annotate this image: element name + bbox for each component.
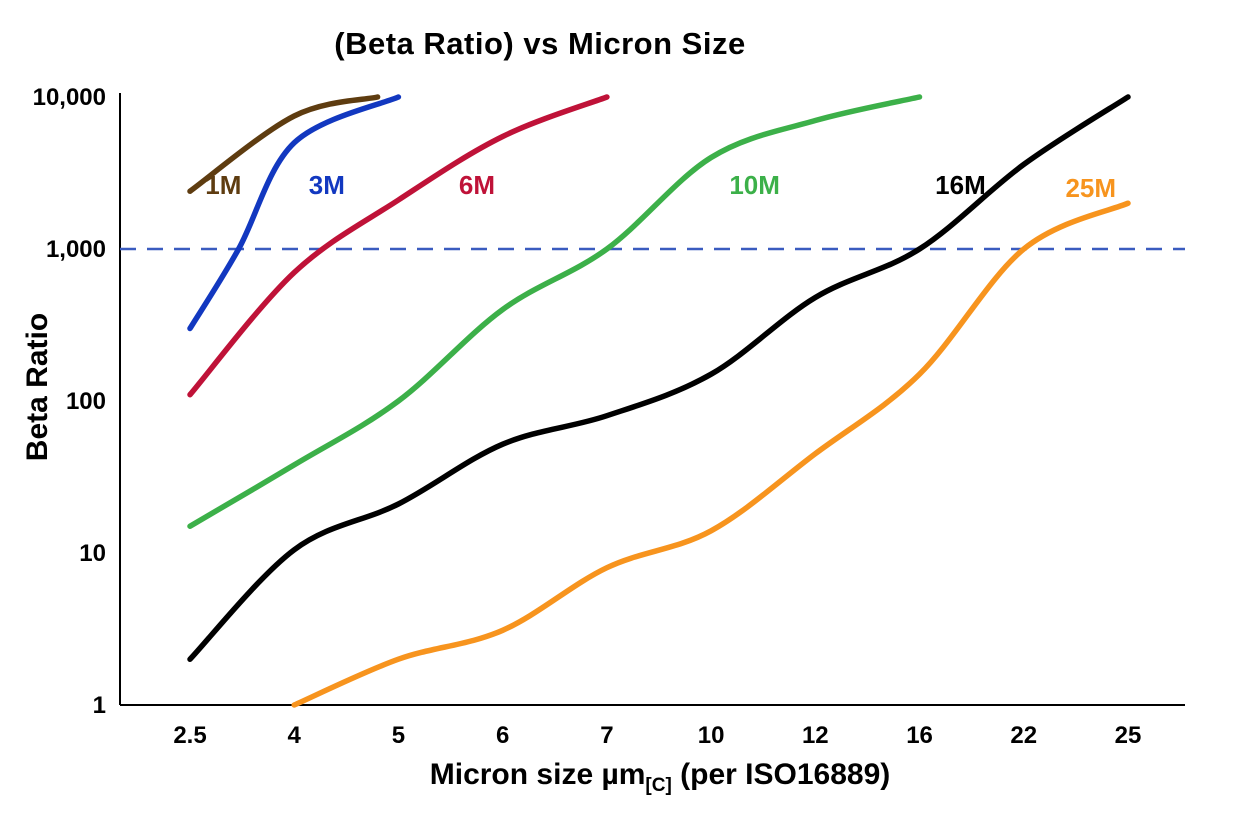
series-label-10M: 10M [729,170,780,200]
series-label-6M: 6M [459,170,495,200]
series-line-16M [187,94,1131,662]
y-tick-label: 100 [66,388,106,415]
y-tick-label: 1,000 [46,236,106,263]
x-tick-label: 6 [496,722,509,749]
x-tick-label: 2.5 [173,722,206,749]
x-tick-label: 7 [600,722,613,749]
series-label-16M: 16M [935,170,986,200]
y-axis-label: Beta Ratio [21,312,54,462]
series-line-3M [187,94,402,332]
y-tick-label: 10 [79,540,106,567]
series-label-1M: 1M [205,170,241,200]
series-label-25M: 25M [1065,173,1116,203]
x-axis-label-main: Micron size µm [429,758,646,791]
series-line-1M [187,94,381,194]
series-label-3M: 3M [309,170,345,200]
x-tick-label: 5 [392,722,405,749]
x-tick-label: 4 [288,722,302,749]
x-tick-label: 16 [906,722,933,749]
x-axis-label-rest: (per ISO16889) [671,758,891,791]
x-tick-label: 12 [802,722,829,749]
series-line-25M [291,200,1131,708]
x-tick-label: 10 [698,722,725,749]
x-tick-label: 25 [1115,722,1142,749]
series-line-10M [187,94,923,529]
y-tick-label: 10,000 [33,84,106,111]
x-axis-label: Micron size µm[C] (per ISO16889) [120,758,1200,797]
series-line-6M [187,94,610,398]
series-curves [187,94,1131,708]
y-tick-label: 1 [93,692,106,719]
x-axis-label-subscript: [C] [645,775,672,796]
chart-title: (Beta Ratio) vs Micron Size [334,26,746,61]
x-tick-label: 22 [1010,722,1037,749]
